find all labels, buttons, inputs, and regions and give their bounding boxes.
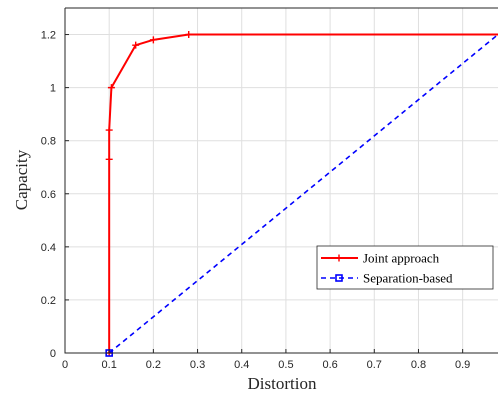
y-tick-label: 0.6 <box>41 189 56 201</box>
x-tick-label: 0.8 <box>411 359 426 371</box>
y-tick-label: 1 <box>50 83 56 95</box>
y-tick-label: 0 <box>50 348 56 360</box>
x-tick-label: 0.1 <box>102 359 117 371</box>
legend-marker-joint <box>335 254 343 262</box>
series-line-separation <box>108 33 498 354</box>
plot-background <box>65 8 498 353</box>
legend-label-joint: Joint approach <box>363 251 440 266</box>
grid <box>65 8 498 353</box>
x-tick-label: 0.6 <box>322 359 337 371</box>
x-tick-label: 0.9 <box>455 359 470 371</box>
series-point-joint <box>132 41 140 49</box>
y-tick-label: 0.2 <box>41 295 56 307</box>
y-axis-title: Capacity <box>12 149 31 210</box>
series-line-joint <box>108 33 498 353</box>
x-tick-label: 0 <box>62 359 68 371</box>
series-point-joint <box>105 126 113 134</box>
legend: Joint approach Separation-based <box>316 245 494 290</box>
x-tick-label: 0.4 <box>234 359 249 371</box>
y-tick-label: 0.8 <box>41 136 56 148</box>
legend-label-separation: Separation-based <box>363 271 453 286</box>
x-tick-label: 0.2 <box>146 359 161 371</box>
x-tick-label: 0.7 <box>367 359 382 371</box>
y-tick-label: 0.4 <box>41 242 56 254</box>
y-tick-label: 1.2 <box>41 30 56 42</box>
series-point-joint <box>185 31 193 39</box>
series-point-joint <box>107 84 115 92</box>
x-tick-label: 0.5 <box>278 359 293 371</box>
tick-layer: 0 0.1 0.2 0.3 0.4 0.5 0.6 0.7 0.8 0.9 0 0.2 0.4 0.6 0.… <box>41 30 471 371</box>
legend-box <box>316 245 494 290</box>
x-tick-label: 0.3 <box>190 359 205 371</box>
plot-frame <box>64 8 498 354</box>
legend-marker-separation <box>335 274 343 282</box>
x-axis-title: Distortion <box>248 374 317 393</box>
series-point-joint <box>105 155 113 163</box>
series-point-joint <box>149 36 157 44</box>
